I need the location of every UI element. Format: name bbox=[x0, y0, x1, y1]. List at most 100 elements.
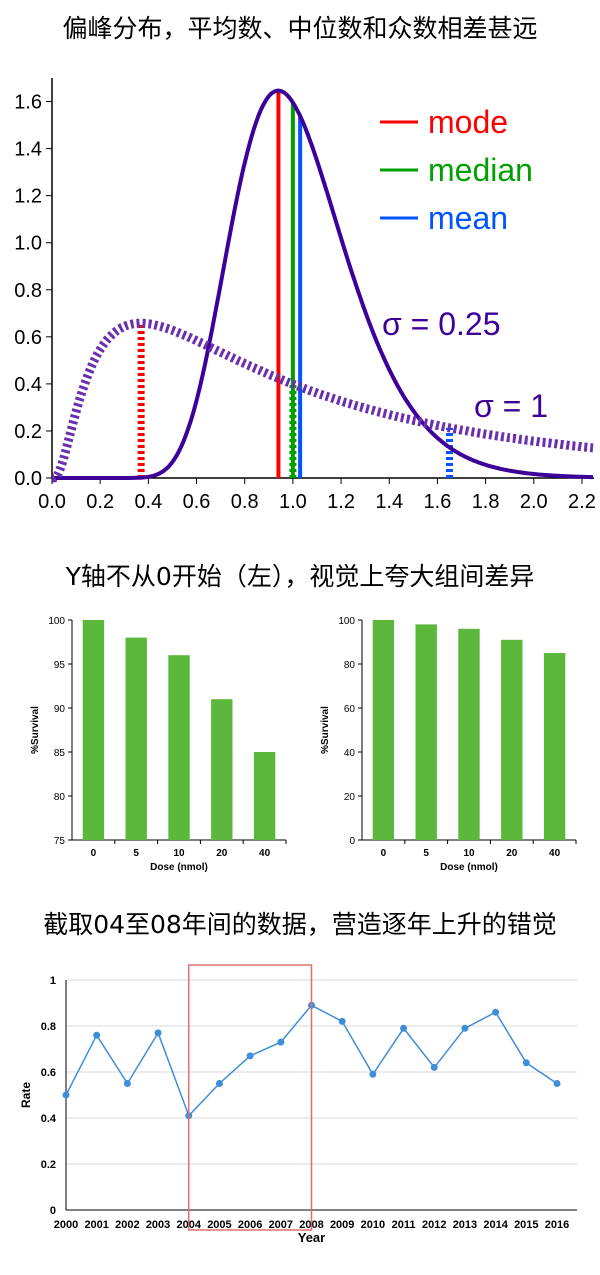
legend-label-mean: mean bbox=[428, 200, 508, 236]
y-tick-label: 1.2 bbox=[14, 186, 42, 208]
legend-label-median: median bbox=[428, 152, 533, 188]
data-point bbox=[154, 1029, 162, 1037]
x-tick-label: 2013 bbox=[453, 1219, 477, 1231]
y-tick-label: 1.0 bbox=[14, 233, 42, 255]
x-tick-label: 1.8 bbox=[472, 491, 500, 513]
bar bbox=[82, 620, 105, 840]
x-tick-label: 1.2 bbox=[327, 491, 355, 513]
x-tick-label: 2005 bbox=[207, 1219, 231, 1231]
y-tick-label: 0.0 bbox=[14, 468, 42, 490]
x-tick-label: 40 bbox=[259, 848, 271, 859]
data-point bbox=[400, 1024, 408, 1032]
data-point bbox=[430, 1063, 438, 1071]
series-curve-sigma1 bbox=[52, 318, 594, 483]
x-tick-label: 0 bbox=[91, 848, 97, 859]
y-tick-label: 0.2 bbox=[14, 421, 42, 443]
x-tick-label: 2016 bbox=[545, 1219, 569, 1231]
series-label-sigma025: σ = 0.25 bbox=[382, 306, 501, 342]
x-tick-label: 1.6 bbox=[424, 491, 452, 513]
x-tick-label: 2.0 bbox=[520, 491, 548, 513]
y-tick-label: 1.6 bbox=[14, 92, 42, 114]
data-point bbox=[215, 1080, 223, 1087]
x-tick-label: 2000 bbox=[54, 1219, 78, 1231]
y-tick-label: 0.4 bbox=[41, 1113, 57, 1125]
y-tick-label: 0.8 bbox=[41, 1021, 56, 1033]
y-tick-label: 0.4 bbox=[14, 374, 42, 396]
x-tick-label: 1.0 bbox=[279, 491, 307, 513]
y-tick-label: 0.2 bbox=[41, 1159, 56, 1171]
bar bbox=[415, 624, 437, 840]
bar bbox=[501, 639, 523, 840]
y-tick-label: 85 bbox=[54, 748, 66, 759]
y-tick-label: 75 bbox=[54, 836, 66, 847]
x-tick-label: 2014 bbox=[483, 1219, 508, 1231]
bar bbox=[125, 637, 147, 840]
bar bbox=[458, 628, 480, 840]
x-tick-label: 10 bbox=[173, 848, 185, 859]
section-title-timeseries: 截取04至08年间的数据，营造逐年上升的错觉 bbox=[43, 910, 557, 939]
x-tick-label: 5 bbox=[423, 848, 429, 859]
x-tick-label: 1.4 bbox=[375, 491, 403, 513]
x-tick-label: 2002 bbox=[115, 1219, 139, 1231]
skewed-distribution-chart: 0.0 0.2 0.4 0.6 0.8 1.0 1.2 1.4 1.6 0.0 0.2 0.4 0.6 0… bbox=[14, 78, 596, 513]
series-label-sigma1: σ = 1 bbox=[474, 388, 548, 424]
section-title-y-axis: Y轴不从0开始（左），视觉上夸大组间差异 bbox=[65, 562, 535, 591]
y-tick-label: 20 bbox=[344, 792, 356, 803]
y-tick-label: 95 bbox=[54, 660, 66, 671]
y-axis-label: %Survival bbox=[320, 706, 331, 754]
y-tick-label: 100 bbox=[338, 616, 355, 627]
x-tick-label: 0.2 bbox=[86, 491, 114, 513]
data-point bbox=[277, 1038, 285, 1046]
x-tick-label: 0 bbox=[381, 848, 387, 859]
y-tick-label: 1.4 bbox=[14, 139, 42, 161]
y-tick-label: 0.6 bbox=[41, 1067, 56, 1079]
data-point bbox=[123, 1080, 131, 1087]
y-tick-label: 80 bbox=[54, 792, 66, 803]
x-axis-label: Dose (nmol) bbox=[150, 862, 208, 873]
y-tick-label: 1 bbox=[50, 975, 56, 987]
data-point bbox=[522, 1059, 530, 1067]
bar bbox=[543, 653, 566, 840]
y-tick-label: 0.8 bbox=[14, 280, 42, 302]
data-point bbox=[246, 1052, 254, 1060]
y-tick-label: 40 bbox=[344, 748, 356, 759]
survival-bar-chart-truncated: 75 80 85 90 95 100 0 5 10 20 40 Dose (nmol) %Surviva… bbox=[30, 616, 287, 873]
data-point bbox=[93, 1031, 101, 1039]
survival-bar-chart-full: 0 20 40 60 80 100 0 5 10 20 40 Dose (nmol) %Survival bbox=[320, 616, 577, 873]
bar bbox=[211, 699, 233, 840]
x-tick-label: 0.8 bbox=[231, 491, 259, 513]
x-tick-label: 2001 bbox=[84, 1219, 108, 1231]
y-tick-label: 80 bbox=[344, 660, 356, 671]
x-tick-label: 40 bbox=[549, 848, 561, 859]
y-tick-label: 0.6 bbox=[14, 327, 42, 349]
data-point bbox=[338, 1017, 346, 1025]
data-point bbox=[492, 1008, 500, 1016]
bar bbox=[372, 620, 395, 840]
series-curve-sigma025 bbox=[52, 88, 593, 480]
legend-label-mode: mode bbox=[428, 104, 508, 140]
x-tick-label: 20 bbox=[506, 848, 518, 859]
x-tick-label: 0.0 bbox=[38, 491, 66, 513]
y-tick-label: 100 bbox=[48, 616, 65, 627]
x-tick-label: 0.6 bbox=[183, 491, 211, 513]
highlight-box-2004-2008 bbox=[188, 964, 313, 1231]
y-axis-label: %Survival bbox=[30, 706, 41, 754]
y-tick-label: 0 bbox=[50, 1205, 56, 1217]
x-tick-label: 10 bbox=[463, 848, 475, 859]
x-tick-label: 2015 bbox=[514, 1219, 538, 1231]
y-tick-label: 60 bbox=[344, 704, 356, 715]
data-point bbox=[461, 1024, 469, 1032]
x-tick-label: 0.4 bbox=[134, 491, 162, 513]
x-tick-label: 2009 bbox=[330, 1219, 354, 1231]
y-tick-label: 0 bbox=[349, 836, 355, 847]
x-tick-label: 2011 bbox=[392, 1219, 416, 1231]
bar bbox=[168, 655, 190, 840]
bar bbox=[253, 752, 276, 840]
x-tick-label: 2010 bbox=[361, 1219, 385, 1231]
data-point bbox=[553, 1080, 561, 1087]
x-tick-label: 5 bbox=[133, 848, 139, 859]
x-tick-label: 20 bbox=[216, 848, 228, 859]
data-point bbox=[369, 1070, 377, 1078]
x-tick-label: 2007 bbox=[269, 1219, 293, 1231]
